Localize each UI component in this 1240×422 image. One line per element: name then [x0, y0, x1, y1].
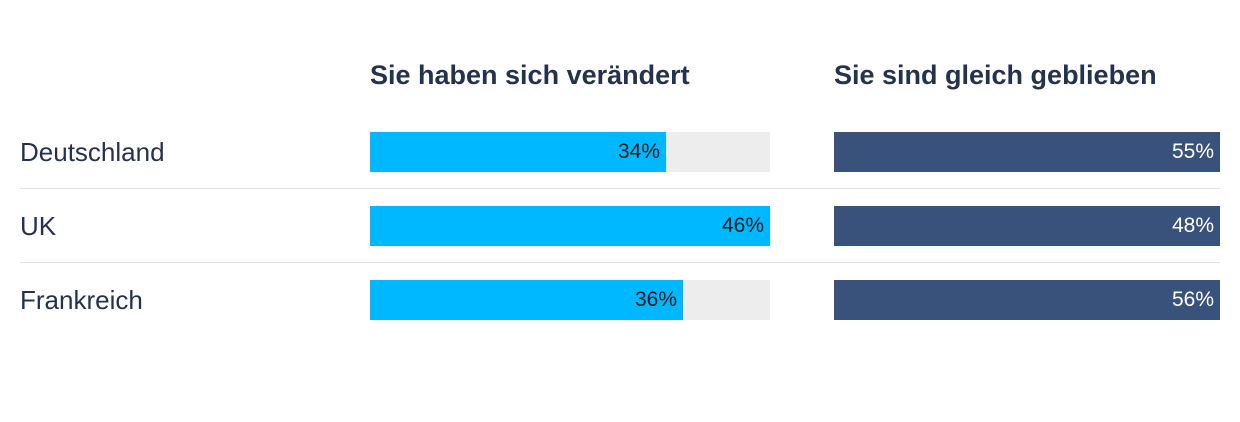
series-header-unchanged: Sie sind gleich geblieben [834, 60, 1157, 90]
bar-track: 55% [834, 132, 1220, 172]
category-label-uk: UK [20, 211, 57, 241]
bar-value-label: 56% [1171, 288, 1214, 311]
bar [370, 280, 683, 320]
bar-track: 34% [370, 132, 770, 172]
category-label-deutschland: Deutschland [20, 137, 165, 167]
bar-value-label: 46% [721, 214, 764, 237]
row-divider [20, 262, 1220, 263]
bar-value-label: 34% [617, 140, 660, 163]
bar-value-label: 48% [1171, 214, 1214, 237]
bar-track: 48% [834, 206, 1220, 246]
bar-track: 46% [370, 206, 770, 246]
bar-track: 36% [370, 280, 770, 320]
bar [370, 132, 666, 172]
bar [834, 132, 1220, 172]
series-header-changed: Sie haben sich verändert [370, 60, 690, 90]
category-label-frankreich: Frankreich [20, 285, 143, 315]
bar [370, 206, 770, 246]
bar-value-label: 55% [1171, 140, 1214, 163]
bar-value-label: 36% [634, 288, 677, 311]
row-divider [20, 188, 1220, 189]
bar [834, 206, 1220, 246]
bar-track: 56% [834, 280, 1220, 320]
bar [834, 280, 1220, 320]
